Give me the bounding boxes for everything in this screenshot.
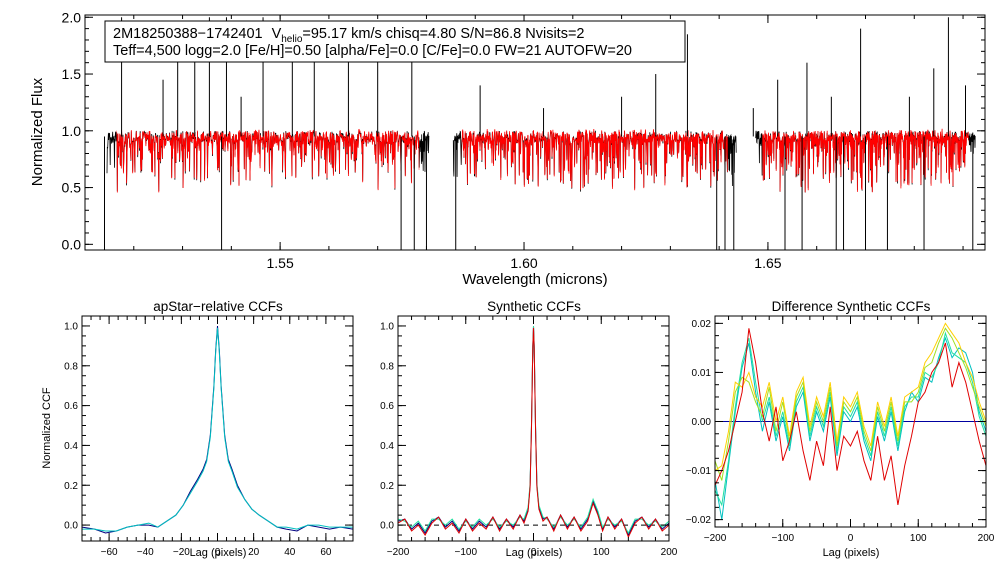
apstar-ccf-ytick-label: 0.2 [64, 481, 78, 492]
difference-ccf-traces [715, 322, 986, 520]
difference-ccf-series-3 [715, 327, 986, 481]
model-flux-chip-2 [461, 128, 728, 191]
apstar-ccf-y-axis-label: Normalized CCF [41, 387, 53, 469]
difference-ccf-plot-area [715, 322, 986, 520]
apstar-ccf-series-1 [82, 325, 353, 534]
spectrum-annotation-box: 2M18250388−1742401 Vhelio=95.17 km/s chis… [104, 20, 686, 63]
spectrum-xtick-label: 1.60 [510, 255, 537, 271]
synthetic-ccf-plot-area [398, 325, 669, 539]
annotation-vhelio-label: V [272, 26, 282, 42]
synthetic-ccf-ytick-label: 0.4 [380, 441, 394, 452]
difference-ccf-panel: Difference Synthetic CCFs −200 −100 0 100 20… [686, 299, 995, 559]
difference-ccf-title: Difference Synthetic CCFs [772, 299, 931, 314]
difference-ccf-x-axis-label: Lag (pixels) [823, 547, 880, 559]
model-flux-chip-1 [116, 128, 420, 193]
synthetic-ccf-title: Synthetic CCFs [487, 299, 581, 314]
spectrum-ytick-label: 1.0 [62, 123, 82, 139]
apstar-ccf-panel: apStar−relative CCFs −60 −40 −20 0 20 40 60 0.0… [41, 299, 354, 559]
synthetic-ccf-axes-frame [397, 315, 670, 542]
spectrum-ytick-label: 0.0 [62, 236, 82, 252]
apstar-ccf-ticks: −60 −40 −20 0 20 40 60 0.0 0.2 0.4 0.6 0.8 1.0 [64, 316, 354, 558]
spectrum-ticks: 1.55 1.60 1.65 0.0 0.5 1.0 1.5 2.0 [62, 9, 985, 271]
synthetic-ccf-series-2 [398, 325, 669, 535]
apstar-ccf-plot-area [82, 325, 353, 534]
synthetic-ccf-xtick-label: −100 [454, 547, 477, 558]
apstar-ccf-ytick-label: 0.4 [64, 441, 78, 452]
apstar-ccf-xtick-label: 0 [215, 547, 221, 558]
difference-ccf-series-2 [715, 331, 986, 507]
model-flux-chip-3 [762, 128, 969, 193]
spectrum-panel: 1.55 1.60 1.65 0.0 0.5 1.0 1.5 2.0 2M18250388−1… [29, 9, 986, 288]
apstar-ccf-xtick-label: −60 [101, 547, 118, 558]
spectrum-ytick-label: 0.5 [62, 180, 82, 196]
synthetic-ccf-panel: Synthetic CCFs −200 −100 0 100 200 0.0 0.2 0.4 0… [380, 299, 678, 559]
apstar-ccf-axes-frame [81, 315, 354, 542]
spectrum-xtick-label: 1.55 [266, 255, 293, 271]
difference-ccf-xtick-label: 200 [978, 533, 995, 544]
apstar-ccf-traces [82, 325, 353, 534]
synthetic-ccf-x-axis-label: Lag (pixels) [506, 547, 563, 559]
synthetic-ccf-ticks: −200 −100 0 100 200 0.0 0.2 0.4 0.6 0.8 1.0 [380, 316, 678, 558]
difference-ccf-xtick-label: −100 [771, 533, 794, 544]
apstar-ccf-xtick-label: 60 [320, 547, 332, 558]
spectrum-x-axis-label: Wavelength (microns) [462, 271, 607, 288]
apstar-ccf-x-axis-label: Lag (pixels) [190, 547, 247, 559]
annotation-line2: Teff=4,500 logg=2.0 [Fe/H]=0.50 [alpha/F… [113, 43, 632, 59]
spectrum-ytick-label: 1.5 [62, 66, 82, 82]
difference-ccf-ytick-label: 0.01 [692, 368, 712, 379]
difference-ccf-series-5 [715, 328, 986, 505]
synthetic-ccf-ytick-label: 1.0 [380, 322, 394, 333]
apstar-ccf-xtick-label: −40 [137, 547, 154, 558]
annotation-line1-values: =95.17 km/s chisq=4.80 S/N=86.8 Nvisits=… [302, 26, 584, 42]
apstar-ccf-ytick-label: 0.8 [64, 361, 78, 372]
spectrum-ytick-label: 2.0 [62, 9, 82, 25]
synthetic-ccf-series-1 [398, 325, 669, 537]
synthetic-ccf-series-3 [398, 327, 669, 539]
apstar-ccf-ytick-label: 1.0 [64, 322, 78, 333]
synthetic-ccf-xtick-label: −200 [387, 547, 410, 558]
apstar-ccf-title: apStar−relative CCFs [153, 299, 283, 314]
synthetic-ccf-xtick-label: 200 [661, 547, 678, 558]
spectrum-y-axis-label: Normalized Flux [29, 77, 46, 186]
apstar-ccf-xtick-label: −20 [173, 547, 190, 558]
synthetic-ccf-xtick-label: 100 [593, 547, 610, 558]
synthetic-ccf-ytick-label: 0.2 [380, 481, 394, 492]
synthetic-ccf-ytick-label: 0.6 [380, 401, 394, 412]
spectrum-axes-frame [84, 14, 986, 251]
difference-ccf-xtick-label: −200 [704, 533, 727, 544]
difference-ccf-ytick-label: 0.00 [692, 417, 712, 428]
annotation-vhelio-subscript: helio [281, 34, 303, 45]
difference-ccf-ytick-label: −0.02 [686, 515, 712, 526]
difference-ccf-xtick-label: 100 [910, 533, 927, 544]
synthetic-ccf-ytick-label: 0.8 [380, 361, 394, 372]
apstar-ccf-ytick-label: 0.6 [64, 401, 78, 412]
difference-ccf-xtick-label: 0 [848, 533, 854, 544]
apstar-ccf-series-2 [82, 327, 353, 532]
apstar-ccf-xtick-label: 40 [284, 547, 296, 558]
apstar-ccf-ytick-label: 0.0 [64, 521, 78, 532]
annotation-star-id: 2M18250388−1742401 [113, 26, 263, 42]
synthetic-ccf-ytick-label: 0.0 [380, 521, 394, 532]
difference-ccf-ticks: −200 −100 0 100 200 −0.02 −0.01 0.00 0.01 0.02 [686, 316, 995, 544]
synthetic-ccf-xtick-label: 0 [531, 547, 537, 558]
spectrum-xtick-label: 1.65 [754, 255, 781, 271]
difference-ccf-ytick-label: −0.01 [686, 466, 712, 477]
difference-ccf-series-4 [715, 322, 986, 472]
synthetic-ccf-traces [398, 325, 669, 539]
difference-ccf-ytick-label: 0.02 [692, 319, 712, 330]
apstar-ccf-xtick-label: 20 [248, 547, 260, 558]
